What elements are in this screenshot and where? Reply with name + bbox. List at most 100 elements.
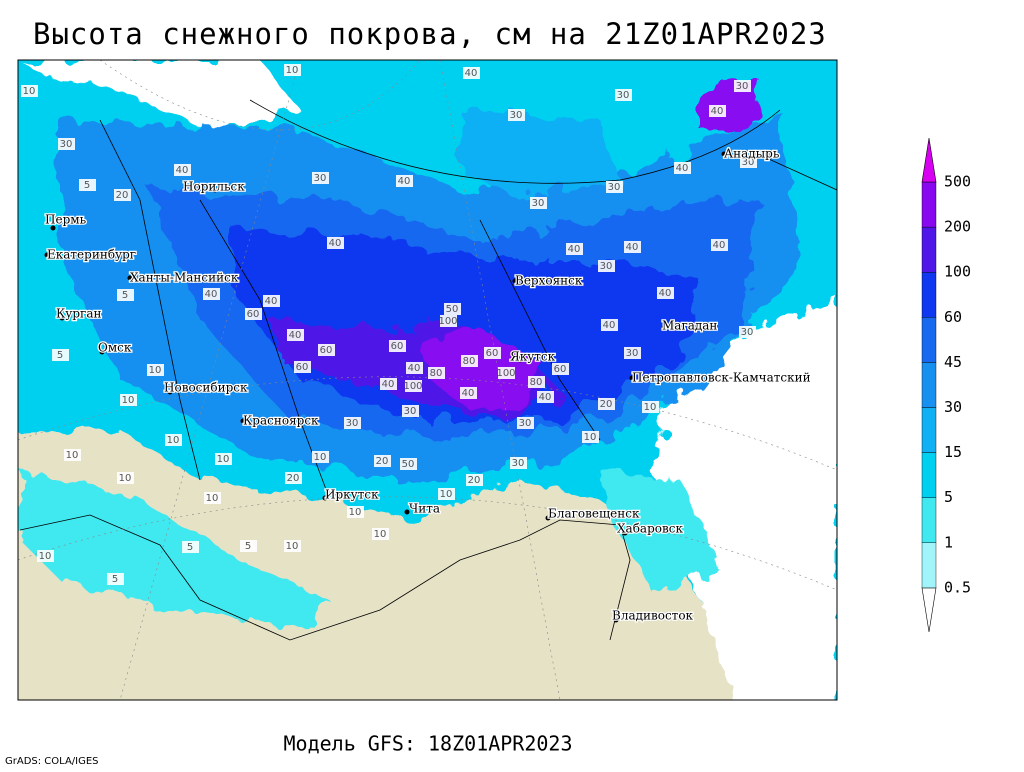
contour-label: 30	[346, 418, 359, 429]
contour-label: 30	[742, 157, 755, 168]
contour-label: 10	[206, 493, 219, 504]
contour-label: 30	[404, 406, 417, 417]
contour-label: 5	[187, 542, 193, 553]
colorbar-label: 60	[944, 308, 962, 326]
colorbar-label: 0.5	[944, 578, 971, 596]
contour-label: 10	[66, 450, 79, 461]
city-label: Иркутск	[325, 488, 379, 502]
contour-label: 30	[741, 327, 754, 338]
contour-label-box	[240, 540, 257, 552]
title: Высота снежного покрова, см на 21Z01APR2…	[33, 17, 827, 51]
contour-label: 10	[122, 395, 135, 406]
contour-label: 10	[584, 432, 597, 443]
colorbar-label: 45	[944, 353, 962, 371]
contour-label-box	[740, 156, 757, 168]
contour-label: 30	[60, 139, 73, 150]
contour-label-box	[484, 347, 501, 359]
contour-label: 40	[176, 165, 189, 176]
contour-label-box	[52, 349, 69, 361]
contour-label: 60	[320, 345, 333, 356]
contour-label-box	[174, 164, 191, 176]
contour-label: 5	[84, 180, 90, 191]
city-dot	[59, 315, 65, 321]
contour-label-box	[461, 355, 478, 367]
city-dot	[721, 151, 727, 157]
contour-label-box	[711, 239, 728, 251]
city-dot	[613, 617, 619, 623]
city-label: Норильск	[183, 180, 245, 194]
contour-label-box	[440, 315, 457, 327]
contour-label-box	[739, 326, 756, 338]
contour-label-box	[380, 378, 397, 390]
contour-label-box	[204, 492, 221, 504]
boundary-line	[759, 154, 837, 191]
contour-label: 30	[510, 110, 523, 121]
contour-label: 20	[600, 399, 613, 410]
contour-label-box	[182, 541, 199, 553]
contour-label-box	[245, 308, 262, 320]
contour-label: 40	[711, 106, 724, 117]
contour-label: 40	[329, 238, 342, 249]
contour-label: 5	[245, 541, 251, 552]
contour-label-box	[389, 340, 406, 352]
contour-label: 30	[626, 348, 639, 359]
contour-label-box	[508, 109, 525, 121]
contour-label: 40	[289, 330, 302, 341]
contour-label: 60	[391, 341, 404, 352]
contour-label: 80	[530, 377, 543, 388]
city-label: Красноярск	[243, 414, 319, 428]
contour-label-box	[566, 243, 583, 255]
contour-label-box	[405, 380, 422, 392]
city-dot	[404, 509, 410, 515]
contour-label-box	[117, 289, 134, 301]
contour-label: 40	[205, 289, 218, 300]
contour-label-box	[294, 361, 311, 373]
contour-label-box	[165, 434, 182, 446]
contour-label-box	[402, 405, 419, 417]
contour-label-box	[606, 181, 623, 193]
contour-label: 40	[465, 68, 478, 79]
city-dot	[212, 187, 218, 193]
contour-label-box	[517, 417, 534, 429]
contour-label: 30	[314, 173, 327, 184]
contour-label-box	[203, 288, 220, 300]
contour-label: 80	[430, 368, 443, 379]
contour-label-box	[347, 506, 364, 518]
city-label: Якутск	[510, 350, 556, 364]
contour-label-box	[510, 457, 527, 469]
city-label: Ханты-Мансийск	[130, 271, 239, 285]
city-dot	[545, 515, 551, 521]
city-dot	[517, 357, 523, 363]
contour-label: 100	[403, 381, 422, 392]
colorbar-box	[921, 497, 937, 544]
contour-label: 60	[554, 364, 567, 375]
city-dot	[127, 275, 133, 281]
contour-label: 50	[402, 459, 415, 470]
contour-label: 80	[463, 356, 476, 367]
contour-label: 30	[600, 261, 613, 272]
colorbar-box	[921, 452, 937, 498]
city-label: Анадырь	[724, 147, 780, 161]
contour-label-box	[117, 472, 134, 484]
contour-label: 40	[626, 242, 639, 253]
model-label: Модель GFS: 18Z01APR2023	[284, 732, 573, 756]
city-label: Магадан	[662, 319, 717, 333]
contour-label: 10	[349, 507, 362, 518]
contour-label: 50	[446, 304, 459, 315]
contour-label: 100	[496, 368, 515, 379]
contour-label-box	[396, 175, 413, 187]
contour-label: 40	[265, 296, 278, 307]
contour-label-box	[372, 528, 389, 540]
contour-label: 10	[39, 551, 52, 562]
contour-label: 10	[286, 65, 299, 76]
city-label: Екатеринбург	[47, 248, 136, 262]
contour-label: 30	[519, 418, 532, 429]
contour-label-box	[406, 362, 423, 374]
contour-label: 10	[167, 435, 180, 446]
contour-label: 30	[532, 198, 545, 209]
contour-label-box	[64, 449, 81, 461]
city-dot	[240, 418, 246, 424]
colorbar-min-triangle	[921, 587, 937, 632]
contour-label-box	[537, 391, 554, 403]
